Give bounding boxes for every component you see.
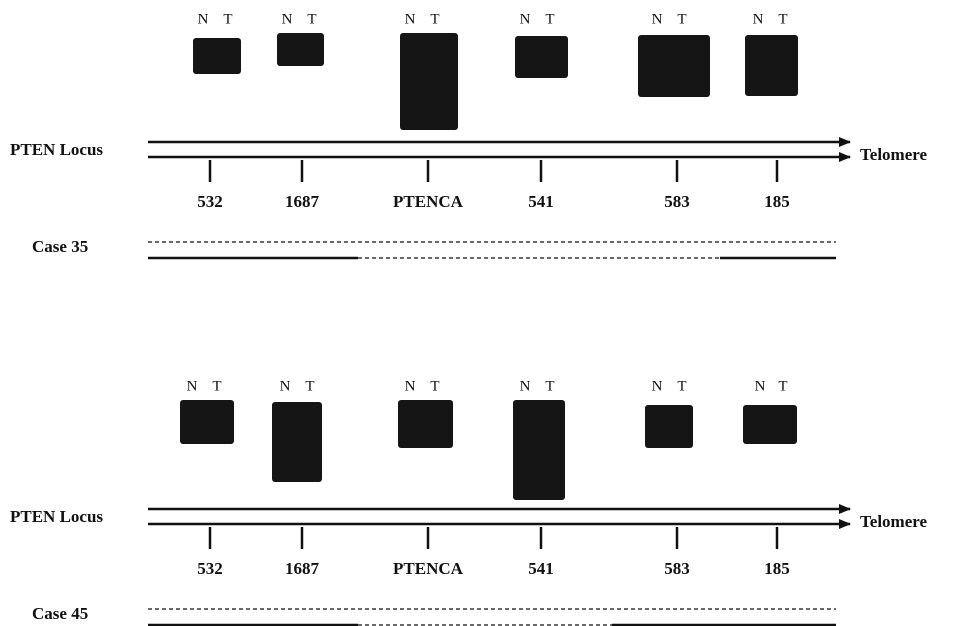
case-label: Case 35 xyxy=(32,237,88,256)
blot xyxy=(515,36,568,78)
marker-label: 541 xyxy=(528,559,554,578)
lane-label: T xyxy=(430,11,439,27)
lane-label: T xyxy=(307,11,316,27)
lane-label: N xyxy=(753,11,764,27)
lane-label: N xyxy=(652,378,663,394)
blot xyxy=(638,35,710,97)
locus-label: PTEN Locus xyxy=(10,507,103,526)
lane-label: N xyxy=(405,11,416,27)
figure: NT532NT1687NTPTENCANT541NT583NT185PTEN L… xyxy=(0,0,961,626)
marker-label: 583 xyxy=(664,559,690,578)
marker-label: PTENCA xyxy=(393,192,464,211)
marker-label: 1687 xyxy=(285,559,320,578)
lane-label: N xyxy=(520,378,531,394)
lane-label: N xyxy=(282,11,293,27)
blot xyxy=(272,402,322,482)
lane-label: T xyxy=(545,378,554,394)
lane-label: N xyxy=(652,11,663,27)
lane-label: N xyxy=(280,378,291,394)
lane-label: T xyxy=(778,11,787,27)
marker-label: 583 xyxy=(664,192,690,211)
lane-label: T xyxy=(545,11,554,27)
lane-label: T xyxy=(223,11,232,27)
marker-label: 532 xyxy=(197,192,223,211)
blot xyxy=(745,35,798,96)
lane-label: N xyxy=(755,378,766,394)
lane-label: T xyxy=(305,378,314,394)
blot xyxy=(400,33,458,130)
blot xyxy=(513,400,565,500)
lane-label: N xyxy=(520,11,531,27)
lane-label: N xyxy=(405,378,416,394)
marker-label: 185 xyxy=(764,559,790,578)
lane-label: T xyxy=(212,378,221,394)
marker-label: PTENCA xyxy=(393,559,464,578)
telomere-label: Telomere xyxy=(860,512,927,531)
lane-label: T xyxy=(677,378,686,394)
marker-label: 532 xyxy=(197,559,223,578)
marker-label: 541 xyxy=(528,192,554,211)
marker-label: 1687 xyxy=(285,192,320,211)
lane-label: N xyxy=(187,378,198,394)
lane-label: T xyxy=(430,378,439,394)
lane-label: N xyxy=(198,11,209,27)
lane-label: T xyxy=(778,378,787,394)
blot xyxy=(645,405,693,448)
locus-label: PTEN Locus xyxy=(10,140,103,159)
lane-label: T xyxy=(677,11,686,27)
marker-label: 185 xyxy=(764,192,790,211)
case-label: Case 45 xyxy=(32,604,88,623)
blot xyxy=(398,400,453,448)
telomere-label: Telomere xyxy=(860,145,927,164)
blot xyxy=(743,405,797,444)
blot xyxy=(277,33,324,66)
blot xyxy=(180,400,234,444)
blot xyxy=(193,38,241,74)
